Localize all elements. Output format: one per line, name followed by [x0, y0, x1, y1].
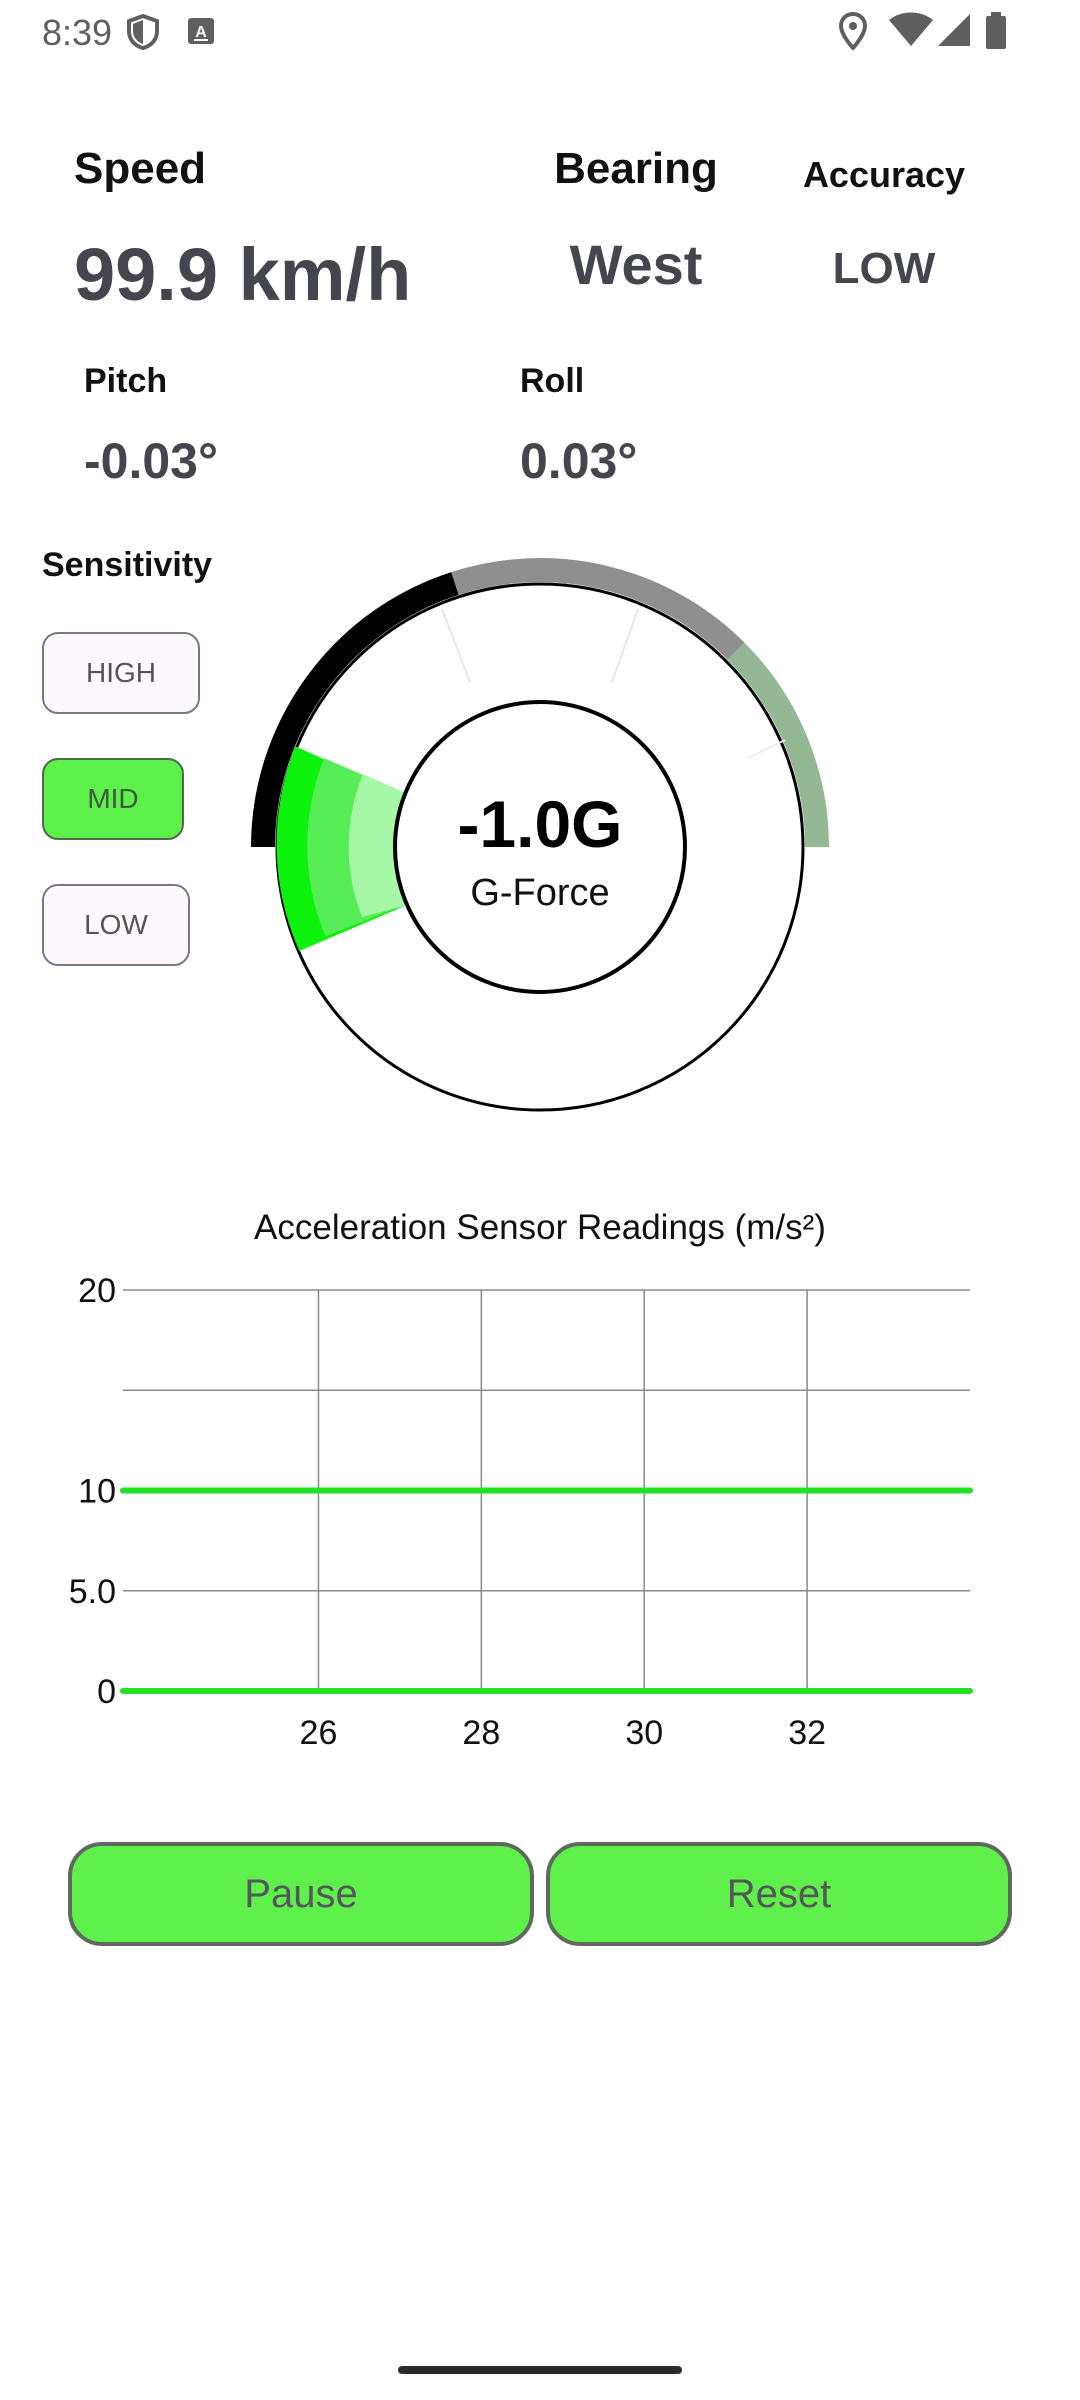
- roll-label: Roll: [520, 362, 585, 400]
- y-tick-label: 5.0: [69, 1573, 116, 1611]
- home-indicator[interactable]: [398, 2366, 682, 2374]
- y-tick-label: 0: [97, 1673, 116, 1711]
- shield-icon: [127, 14, 159, 50]
- pause-button[interactable]: Pause: [68, 1842, 534, 1946]
- sensitivity-high-button[interactable]: HIGH: [42, 632, 200, 714]
- x-tick-label: 26: [300, 1714, 338, 1752]
- g-force-value: -1.0G: [457, 787, 623, 861]
- wifi-icon: [889, 12, 933, 46]
- keyboard-a-icon: A: [188, 18, 214, 44]
- gauge-tick: [441, 608, 471, 683]
- location-pin-icon: [838, 12, 868, 50]
- bearing-label: Bearing: [554, 144, 718, 193]
- x-tick-label: 32: [788, 1714, 826, 1752]
- bearing-value: West: [569, 233, 703, 296]
- chart-title: Acceleration Sensor Readings (m/s²): [254, 1208, 826, 1247]
- sensitivity-low-button[interactable]: LOW: [42, 884, 190, 966]
- signal-icon: [938, 14, 970, 46]
- svg-text:A: A: [195, 24, 207, 41]
- pitch-value: -0.03°: [84, 433, 218, 489]
- y-tick-label: 10: [78, 1473, 116, 1511]
- roll-value: 0.03°: [520, 433, 638, 489]
- g-force-gauge: [251, 558, 830, 1112]
- speed-label: Speed: [74, 144, 207, 193]
- gauge-tick: [611, 608, 639, 683]
- battery-icon: [986, 12, 1006, 49]
- gauge-tick: [747, 739, 786, 759]
- g-force-label: G-Force: [470, 872, 610, 914]
- pitch-label: Pitch: [84, 362, 168, 400]
- sensitivity-label: Sensitivity: [42, 546, 213, 584]
- x-tick-label: 28: [462, 1714, 500, 1752]
- speed-value: 99.9 km/h: [74, 233, 412, 316]
- y-tick-label: 20: [78, 1272, 116, 1310]
- reset-button[interactable]: Reset: [546, 1842, 1012, 1946]
- status-time: 8:39: [42, 12, 113, 53]
- acceleration-chart: 20 10 5.0 0 26 28 30 32: [69, 1272, 973, 1752]
- sensitivity-mid-button[interactable]: MID: [42, 758, 184, 840]
- gauge-arc-top: [451, 558, 745, 660]
- accuracy-value: LOW: [832, 244, 936, 293]
- gauge-indicator-inner: [348, 774, 408, 917]
- gauge-arc-left: [251, 572, 459, 848]
- x-tick-label: 30: [625, 1714, 663, 1752]
- gauge-arc-right: [727, 642, 830, 848]
- gauge-inner-ring: [393, 700, 687, 994]
- accuracy-label: Accuracy: [802, 154, 966, 195]
